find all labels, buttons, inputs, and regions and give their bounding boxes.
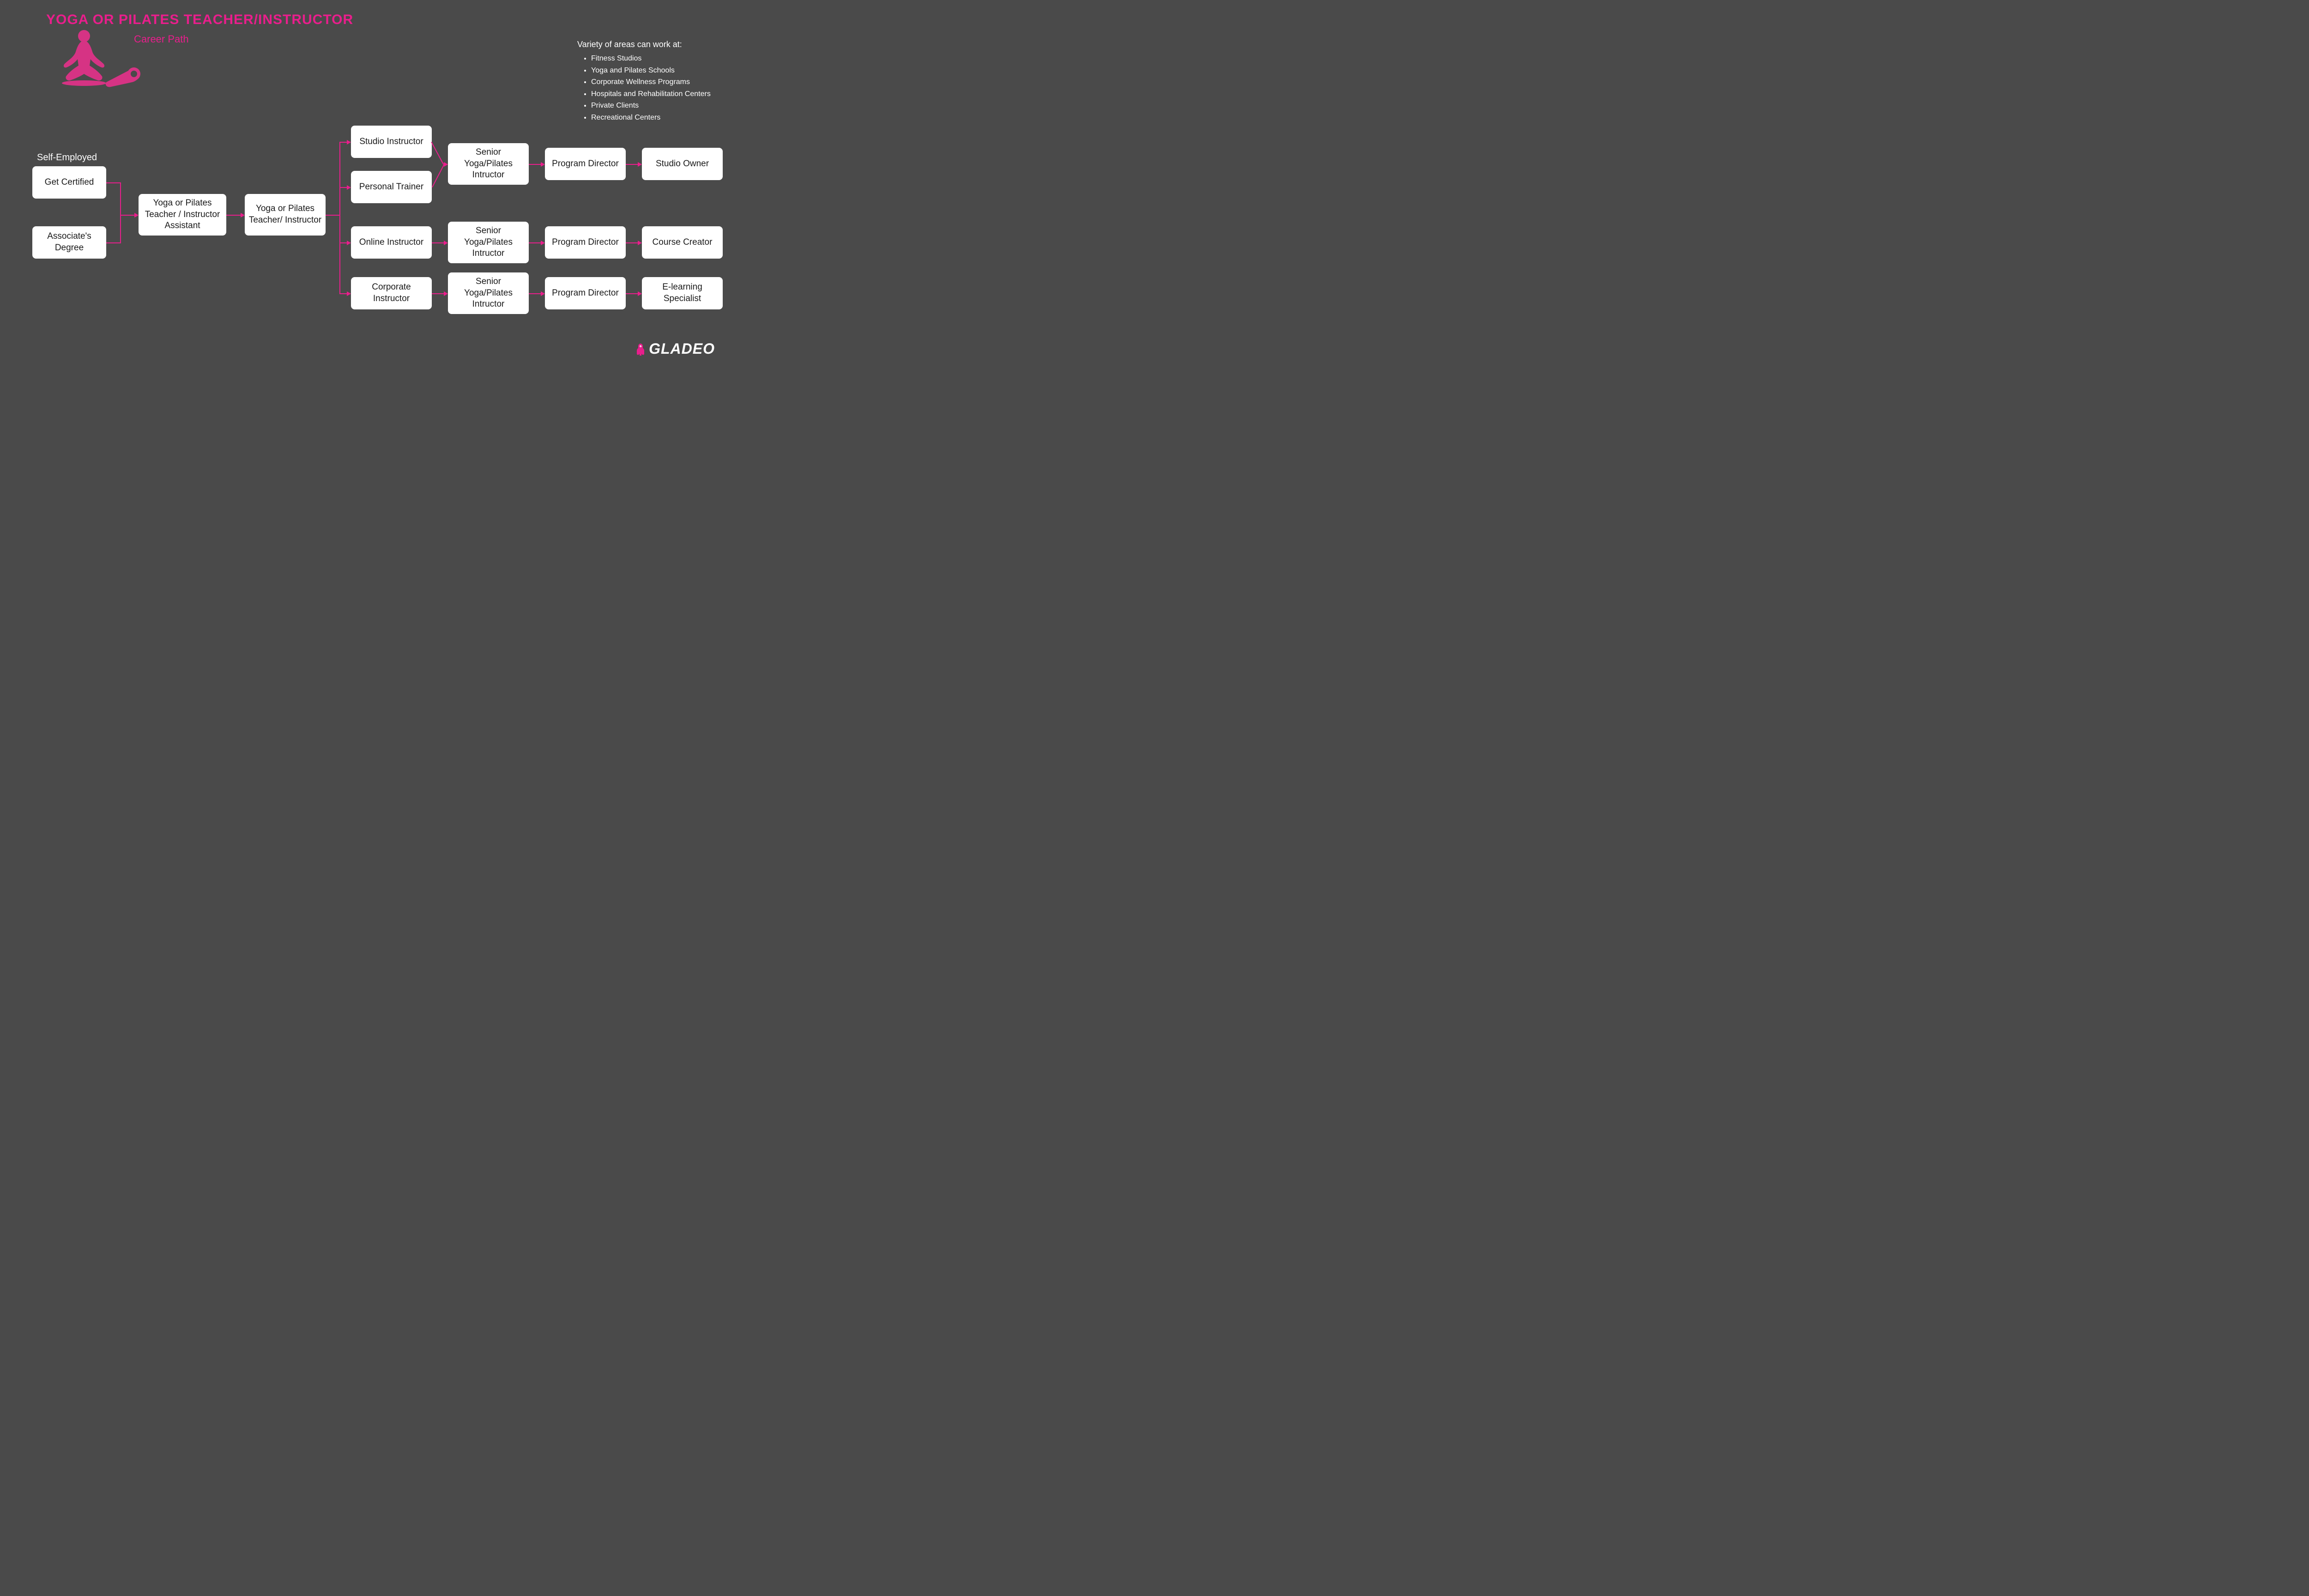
flowchart-node: E-learning Specialist	[642, 277, 723, 309]
areas-list-item: Recreational Centers	[591, 112, 711, 124]
flowchart-node: Personal Trainer	[351, 171, 432, 203]
areas-list-item: Fitness Studios	[591, 53, 711, 65]
flowchart-node: Corporate Instructor	[351, 277, 432, 309]
flowchart-node: Studio Owner	[642, 148, 723, 180]
flowchart-node: Get Certified	[32, 166, 106, 199]
areas-list-item: Private Clients	[591, 100, 711, 112]
yoga-meditation-icon	[60, 28, 143, 90]
flowchart-node: Course Creator	[642, 226, 723, 259]
gladeo-icon: G	[635, 343, 646, 356]
areas-list-item: Hospitals and Rehabilitation Centers	[591, 88, 711, 100]
flowchart-node: Studio Instructor	[351, 126, 432, 158]
flowchart-node: Program Director	[545, 277, 626, 309]
flowchart-node: Associate's Degree	[32, 226, 106, 259]
gladeo-logo: G GLADEO	[635, 340, 715, 357]
areas-list-item: Yoga and Pilates Schools	[591, 65, 711, 77]
flowchart-node: Senior Yoga/Pilates Intructor	[448, 143, 529, 185]
svg-text:G: G	[640, 345, 641, 348]
flowchart-node: Yoga or Pilates Teacher / Instructor Ass…	[139, 194, 226, 236]
flowchart-node: Program Director	[545, 226, 626, 259]
self-employed-label: Self-Employed	[37, 152, 97, 163]
page-title: YOGA OR PILATES TEACHER/INSTRUCTOR	[46, 12, 353, 28]
flowchart-node: Program Director	[545, 148, 626, 180]
areas-list: Fitness StudiosYoga and Pilates SchoolsC…	[582, 53, 711, 124]
areas-title: Variety of areas can work at:	[577, 40, 682, 49]
flowchart-node: Yoga or Pilates Teacher/ Instructor	[245, 194, 326, 236]
areas-list-item: Corporate Wellness Programs	[591, 76, 711, 88]
flowchart-node: Senior Yoga/Pilates Intructor	[448, 272, 529, 314]
flowchart-node: Senior Yoga/Pilates Intructor	[448, 222, 529, 263]
flowchart-node: Online Instructor	[351, 226, 432, 259]
gladeo-text: GLADEO	[649, 340, 715, 357]
